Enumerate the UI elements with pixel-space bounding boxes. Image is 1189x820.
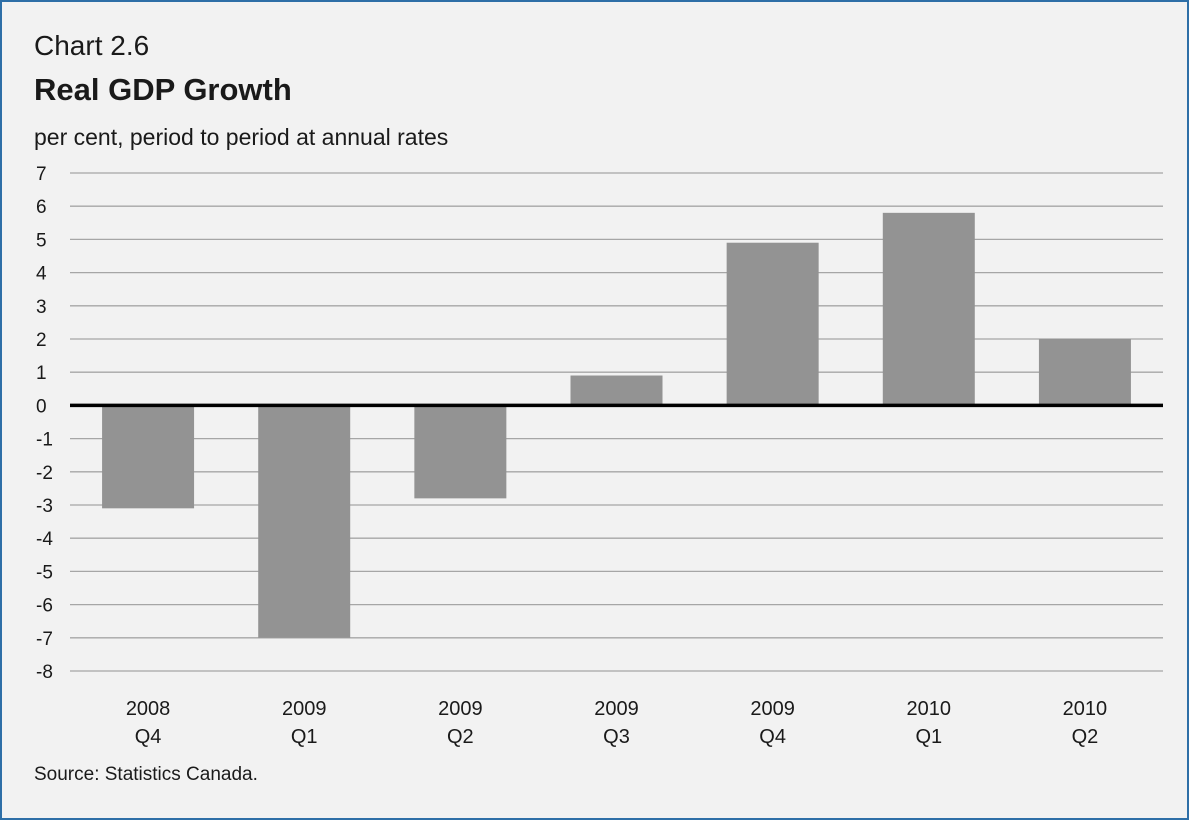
y-tick-label: -3 (36, 496, 53, 517)
y-tick-label: -7 (36, 629, 53, 650)
x-category-quarter: Q2 (447, 726, 474, 748)
x-category-quarter: Q4 (759, 726, 786, 748)
y-tick-label: -1 (36, 430, 53, 451)
bar (1039, 339, 1131, 405)
y-tick-label: 0 (36, 396, 47, 417)
y-tick-label: -4 (36, 529, 53, 550)
bar (414, 405, 506, 498)
bar (727, 243, 819, 406)
x-category-quarter: Q2 (1072, 726, 1099, 748)
bar (102, 405, 194, 508)
y-axis-tick-labels: 7 6 5 4 3 2 1 0 -1 -2 -3 -4 -5 -6 -7 -8 (36, 164, 53, 683)
x-category-quarter: Q3 (603, 726, 630, 748)
x-category-year: 2009 (594, 698, 639, 720)
x-category-year: 2009 (282, 698, 327, 720)
bar (883, 213, 975, 406)
bar (258, 405, 350, 637)
y-tick-label: -5 (36, 562, 53, 583)
x-category-year: 2009 (438, 698, 483, 720)
x-category-year: 2009 (750, 698, 795, 720)
bar (571, 376, 663, 406)
y-tick-label: 1 (36, 363, 47, 384)
x-category-year: 2010 (1063, 698, 1108, 720)
y-tick-label: -2 (36, 463, 53, 484)
x-category-year: 2010 (907, 698, 952, 720)
y-tick-label: 4 (36, 264, 47, 285)
y-tick-label: 7 (36, 164, 47, 185)
y-tick-label: -8 (36, 662, 53, 683)
y-tick-label: 3 (36, 297, 47, 318)
gridlines (70, 173, 1163, 671)
x-category-quarter: Q4 (135, 726, 162, 748)
source-note: Source: Statistics Canada. (34, 764, 258, 786)
y-tick-label: -6 (36, 596, 53, 617)
y-tick-label: 5 (36, 230, 47, 251)
x-category-quarter: Q1 (915, 726, 942, 748)
x-category-quarter: Q1 (291, 726, 318, 748)
bars (102, 213, 1131, 638)
x-axis-category-labels: 2008 Q4 2009 Q1 2009 Q2 2009 Q3 2009 Q4 2010 Q1 2010… (126, 698, 1107, 748)
y-tick-label: 2 (36, 330, 47, 351)
y-tick-label: 6 (36, 197, 47, 218)
x-category-year: 2008 (126, 698, 171, 720)
